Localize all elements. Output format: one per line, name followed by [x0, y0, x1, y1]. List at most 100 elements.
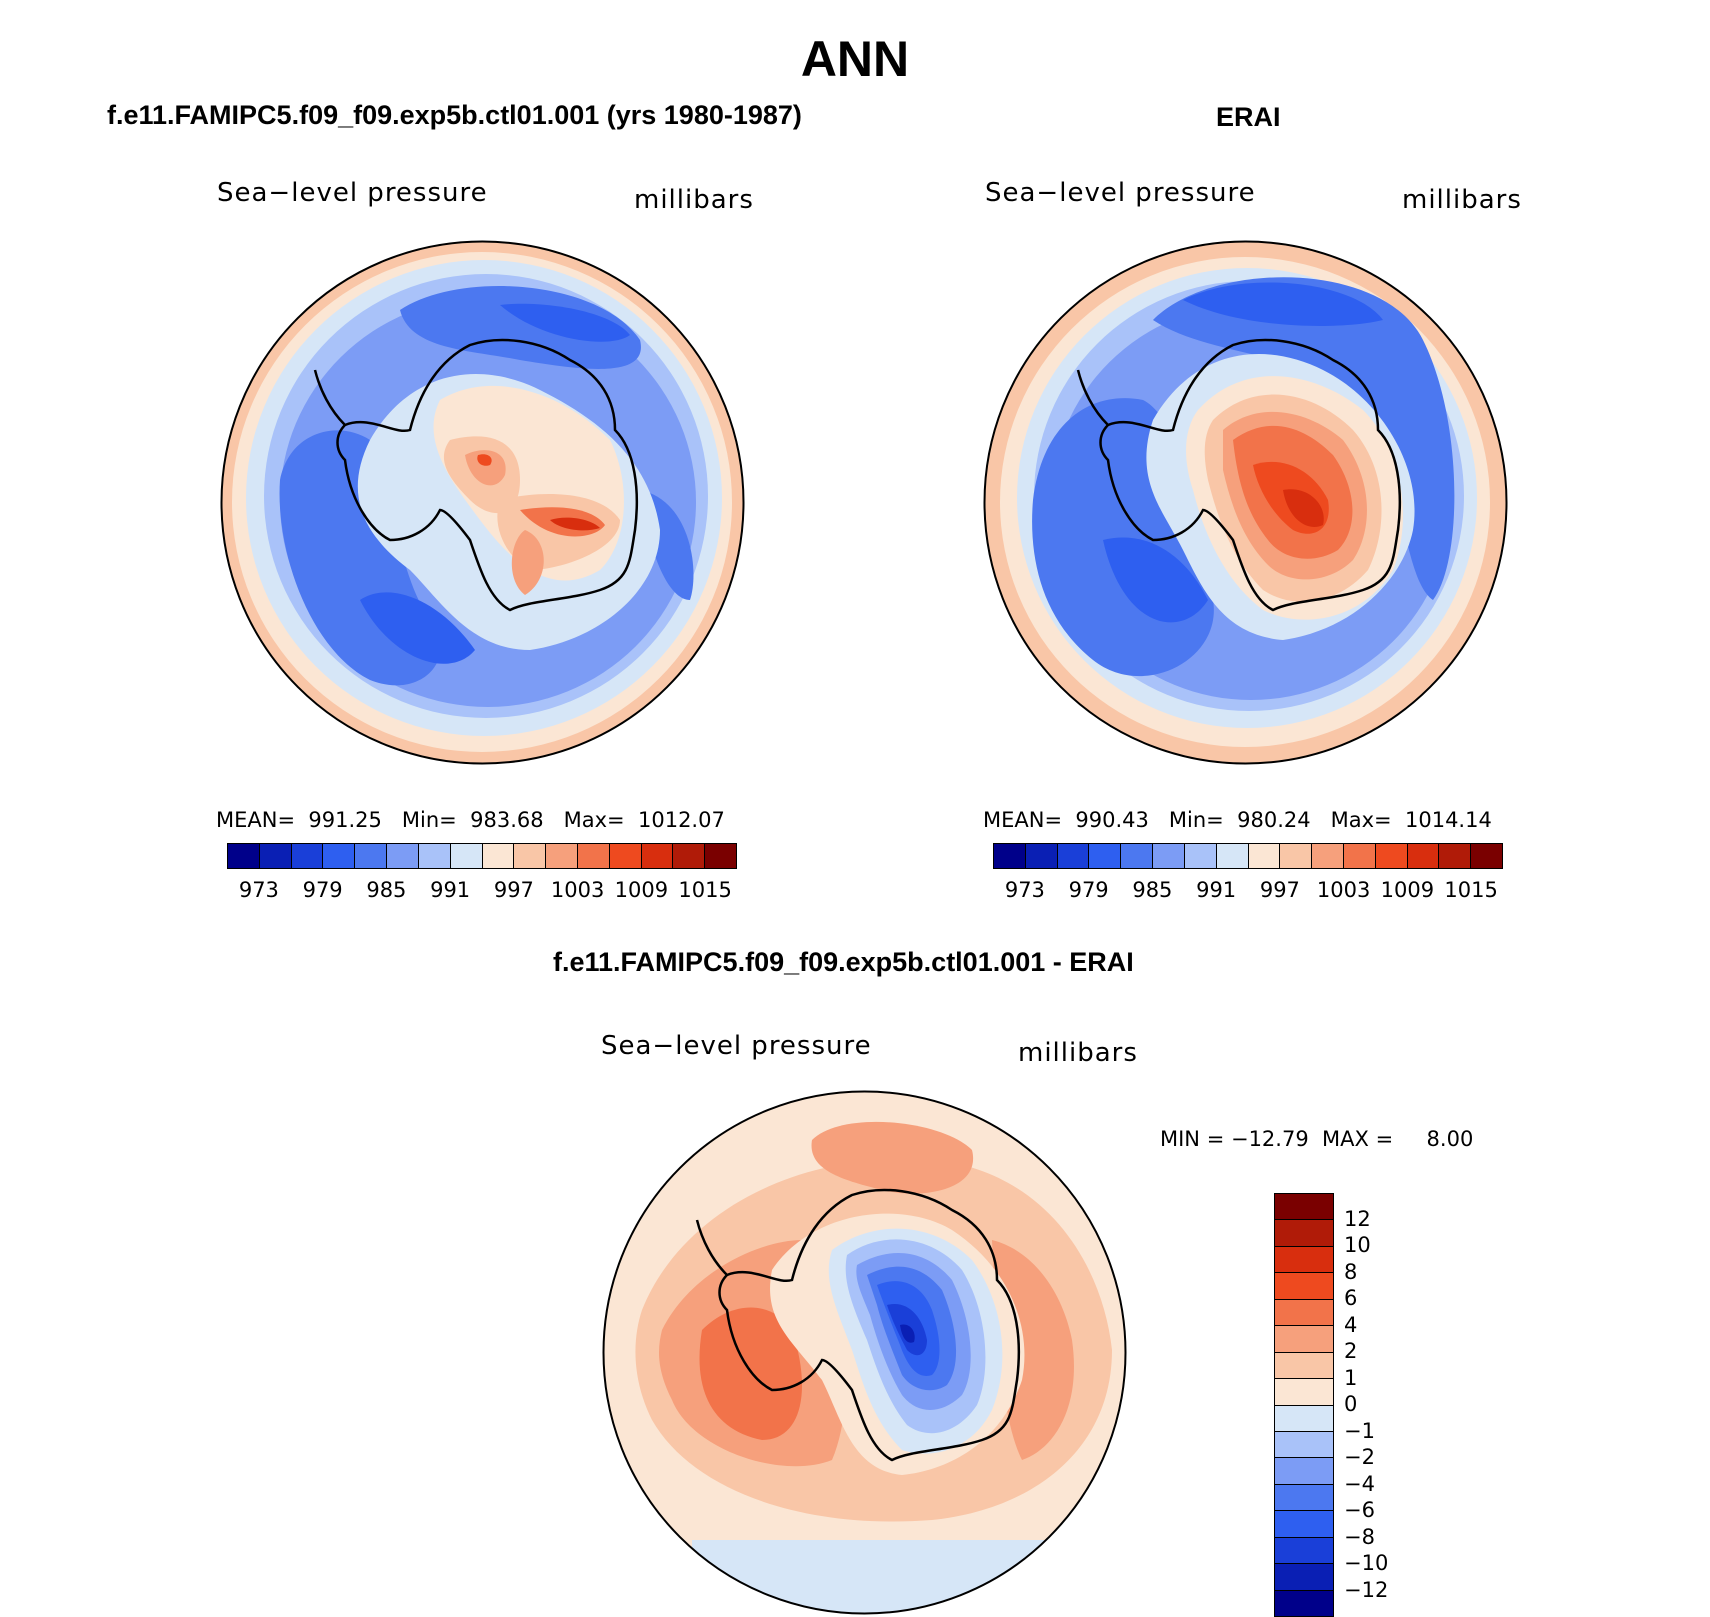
- colorbar-1-swatch: [228, 844, 259, 868]
- colorbar-1-swatch: [386, 844, 418, 868]
- colorbar-3-swatch: [1275, 1298, 1333, 1326]
- panel-2-variable: Sea−level pressure: [985, 178, 1256, 208]
- colorbar-2-swatch: [1024, 844, 1057, 868]
- colorbar-1-tick-label: 985: [366, 878, 407, 902]
- colorbar-3-swatch: [1275, 1589, 1333, 1616]
- figure-title: ANN: [800, 31, 910, 87]
- panel-3-variable: Sea−level pressure: [601, 1031, 872, 1061]
- colorbar-panel-2: [993, 843, 1503, 869]
- colorbar-3-swatch: [1275, 1219, 1333, 1246]
- colorbar-1-tick-label: 1003: [550, 878, 605, 902]
- panel-3-units: millibars: [1018, 1038, 1138, 1068]
- colorbar-3-tick-label: 6: [1344, 1286, 1358, 1310]
- panel-1-variable: Sea−level pressure: [217, 178, 488, 208]
- colorbar-3-swatch: [1275, 1563, 1333, 1590]
- colorbar-1-swatch: [704, 844, 736, 868]
- colorbar-panel-2-labels: 973 979 985 991 997 1003 1009 1015: [993, 878, 1503, 906]
- colorbar-2-swatch: [1342, 844, 1375, 868]
- colorbar-3-tick-label: −10: [1344, 1551, 1389, 1575]
- colorbar-2-swatch: [1120, 844, 1153, 868]
- panel-1-units: millibars: [634, 185, 754, 215]
- colorbar-1-swatch: [481, 844, 514, 868]
- colorbar-panel-1-labels: 973 979 985 991 997 1003 1009 1015: [227, 878, 737, 906]
- colorbar-2-swatch: [1152, 844, 1184, 868]
- colorbar-2-swatch: [1406, 844, 1439, 868]
- colorbar-2-tick-label: 991: [1196, 878, 1237, 902]
- colorbar-panel-3: [1274, 1193, 1334, 1617]
- panel-1-title: f.e11.FAMIPC5.f09_f09.exp5b.ctl01.001 (y…: [107, 100, 802, 130]
- panel-1-stats: MEAN= 991.25 Min= 983.68 Max= 1012.07: [216, 808, 725, 832]
- colorbar-2-swatch: [1279, 844, 1312, 868]
- colorbar-2-swatch: [1183, 844, 1216, 868]
- colorbar-2-tick-label: 997: [1259, 878, 1300, 902]
- map-panel-3: [602, 1090, 1127, 1615]
- colorbar-3-swatch: [1275, 1430, 1333, 1458]
- colorbar-3-swatch: [1275, 1536, 1333, 1564]
- colorbar-panel-3-labels: 12 10 8 6 4 2 1 0 −1 −2 −4 −6 −8 −10 −12: [1344, 1193, 1424, 1617]
- colorbar-3-tick-label: 4: [1344, 1312, 1358, 1337]
- colorbar-1-tick-label: 997: [493, 878, 534, 902]
- colorbar-1-swatch: [608, 844, 641, 868]
- colorbar-1-swatch: [449, 844, 482, 868]
- colorbar-1-swatch: [576, 844, 609, 868]
- colorbar-3-swatch: [1275, 1483, 1333, 1511]
- colorbar-3-swatch: [1275, 1194, 1333, 1220]
- colorbar-3-tick-label: 10: [1344, 1233, 1371, 1257]
- colorbar-3-tick-label: −12: [1344, 1577, 1389, 1602]
- colorbar-1-swatch: [290, 844, 323, 868]
- colorbar-3-tick-label: 0: [1344, 1392, 1358, 1416]
- colorbar-2-swatch: [1311, 844, 1343, 868]
- colorbar-2-tick-label: 985: [1132, 878, 1173, 902]
- colorbar-2-swatch: [994, 844, 1025, 868]
- colorbar-3-swatch: [1275, 1457, 1333, 1484]
- colorbar-3-swatch: [1275, 1272, 1333, 1299]
- map-panel-2: [983, 240, 1508, 765]
- colorbar-3-tick-label: 1: [1344, 1365, 1358, 1390]
- colorbar-2-swatch: [1470, 844, 1502, 868]
- colorbar-2-swatch: [1056, 844, 1089, 868]
- colorbar-1-swatch: [545, 844, 577, 868]
- colorbar-1-swatch: [354, 844, 387, 868]
- colorbar-1-tick-label: 979: [302, 878, 343, 902]
- colorbar-3-swatch: [1275, 1404, 1333, 1431]
- colorbar-3-tick-label: 2: [1344, 1339, 1358, 1363]
- colorbar-1-swatch: [417, 844, 450, 868]
- colorbar-3-tick-label: −2: [1344, 1445, 1375, 1469]
- colorbar-1-swatch: [513, 844, 546, 868]
- colorbar-2-swatch: [1247, 844, 1280, 868]
- colorbar-3-tick-label: −8: [1344, 1524, 1375, 1549]
- colorbar-1-tick-label: 973: [238, 878, 279, 902]
- panel-3-stats: MIN = −12.79 MAX = 8.00: [1160, 1127, 1474, 1151]
- panel-2-stats: MEAN= 990.43 Min= 980.24 Max= 1014.14: [983, 808, 1492, 832]
- colorbar-1-tick-label: 991: [430, 878, 471, 902]
- panel-3-title: f.e11.FAMIPC5.f09_f09.exp5b.ctl01.001 - …: [553, 947, 1134, 977]
- colorbar-3-swatch: [1275, 1378, 1333, 1405]
- colorbar-1-tick-label: 1015: [678, 878, 732, 902]
- colorbar-2-swatch: [1438, 844, 1471, 868]
- colorbar-2-swatch: [1088, 844, 1121, 868]
- colorbar-3-swatch: [1275, 1351, 1333, 1379]
- colorbar-3-tick-label: −1: [1344, 1418, 1375, 1443]
- colorbar-2-tick-label: 1015: [1444, 878, 1498, 902]
- colorbar-1-swatch: [258, 844, 291, 868]
- colorbar-1-swatch: [640, 844, 673, 868]
- colorbar-3-tick-label: 8: [1344, 1259, 1358, 1284]
- colorbar-3-swatch: [1275, 1245, 1333, 1273]
- panel-2-title: ERAI: [1216, 102, 1281, 132]
- colorbar-2-swatch: [1374, 844, 1407, 868]
- colorbar-3-swatch: [1275, 1325, 1333, 1352]
- colorbar-1-swatch: [672, 844, 705, 868]
- colorbar-2-tick-label: 1009: [1380, 878, 1435, 902]
- colorbar-panel-1: [227, 843, 737, 869]
- colorbar-3-tick-label: 12: [1344, 1206, 1371, 1231]
- colorbar-2-swatch: [1215, 844, 1248, 868]
- map-panel-1: [220, 240, 745, 765]
- colorbar-2-tick-label: 1003: [1316, 878, 1371, 902]
- colorbar-3-swatch: [1275, 1510, 1333, 1537]
- colorbar-1-swatch: [322, 844, 355, 868]
- panel-2-units: millibars: [1402, 185, 1522, 215]
- colorbar-1-tick-label: 1009: [614, 878, 669, 902]
- colorbar-2-tick-label: 973: [1004, 878, 1045, 902]
- colorbar-3-tick-label: −4: [1344, 1471, 1375, 1496]
- colorbar-3-tick-label: −6: [1344, 1498, 1375, 1522]
